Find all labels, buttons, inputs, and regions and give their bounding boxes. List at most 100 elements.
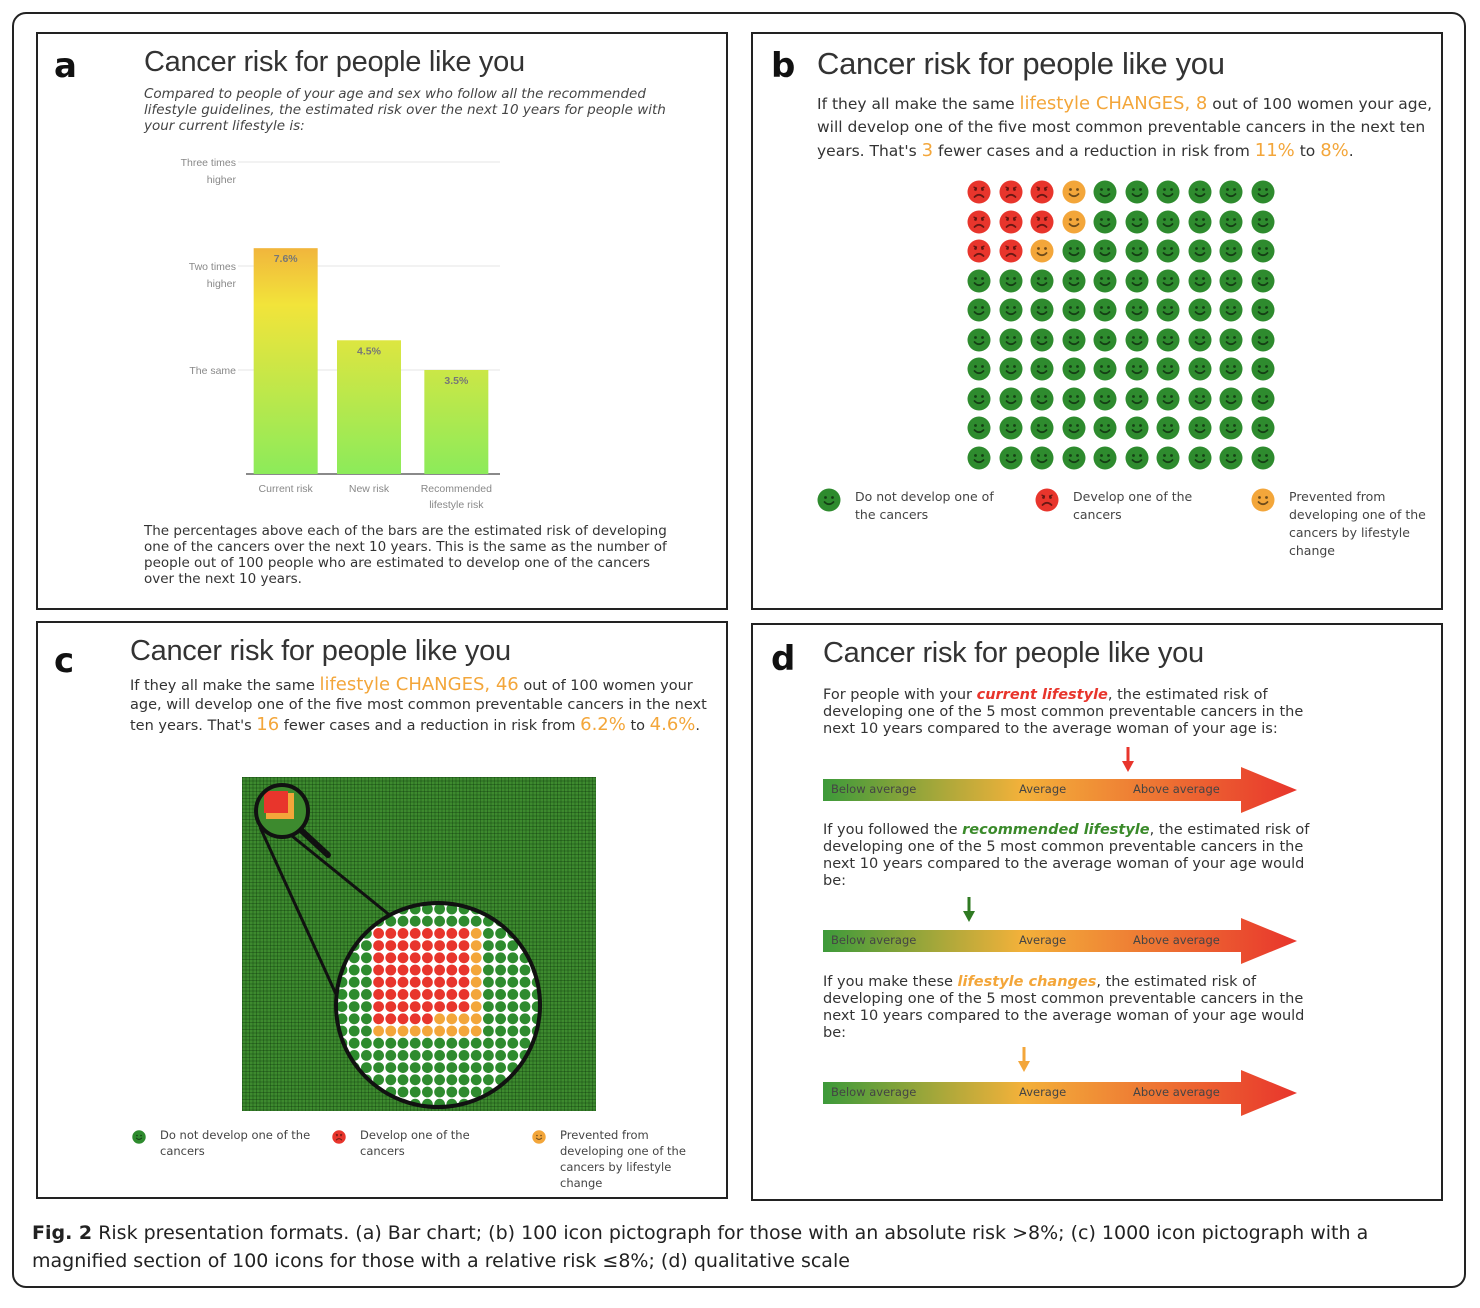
x-tick-label: lifestyle risk [429,499,484,511]
text-part: If you make these [823,974,958,990]
green-smiley-icon [1093,387,1117,411]
text-part: fewer cases and a reduction in risk from [933,142,1255,160]
red-sad-face-icon [1035,488,1059,512]
legend-label: Develop one of the cancers [360,1128,470,1158]
legend-label: Do not develop one of the cancers [160,1128,311,1158]
down-arrow-icon [963,897,976,922]
qualitative-scale-arrow: Below average Average Above average [823,1070,1297,1116]
green-smiley-icon [1219,239,1243,263]
panel-title: Cancer risk for people like you [144,46,525,78]
text-part: If they all make the same [130,678,320,694]
down-arrow-icon [1122,747,1135,772]
scale-arrow-shape [823,1070,1297,1116]
magnifier-overlay [254,783,542,1109]
green-smiley-icon [1125,239,1149,263]
red-sad-face-icon [1030,210,1054,234]
green-smiley-icon [1030,269,1054,293]
legend-item-prevented: Prevented from developing one of the can… [1251,488,1431,560]
panel-footnote: The percentages above each of the bars a… [144,523,667,587]
orange-smiley-icon [1030,239,1054,263]
green-smiley-icon [1219,357,1243,381]
label-above-average: Above average [1133,933,1220,947]
green-smiley-icon [967,269,991,293]
highlight-text: 4.6% [649,714,696,735]
label-below-average: Below average [831,1085,917,1099]
green-smiley-icon [1030,328,1054,352]
green-smiley-icon [1030,298,1054,322]
text-part: , the estimated risk of developing one o… [823,822,1310,889]
highlight-text: 3 [921,140,934,161]
magnifier-group [254,783,393,1004]
green-smiley-icon [1093,180,1117,204]
scale-arrow-svg [823,1070,1297,1116]
green-smiley-icon [1156,357,1180,381]
green-smiley-icon [132,1129,146,1144]
risk-pointer-changes [1017,1047,1031,1077]
orange-smiley-icon [1062,210,1086,234]
label-above-average: Above average [1133,782,1220,796]
legend-item-prevented: Prevented from developing one of the can… [532,1127,712,1191]
green-smiley-icon [1093,298,1117,322]
pictograph-100 [967,180,1275,470]
scale-arrow-shape [823,918,1297,964]
bar [424,370,489,474]
highlight-text: 11% [1254,140,1295,161]
green-smiley-icon [1219,328,1243,352]
green-smiley-icon [1188,416,1212,440]
highlight-text: current lifestyle [976,687,1108,703]
highlight-text: lifestyle CHANGES, 46 [319,674,519,695]
large-lens [334,901,542,1109]
green-smiley-icon [1093,328,1117,352]
scale-arrow-svg [823,918,1297,964]
green-smiley-icon [1156,180,1180,204]
green-smiley-icon [1251,239,1275,263]
green-smiley-icon [1219,269,1243,293]
text-part: . [695,718,700,734]
green-smiley-icon [1093,416,1117,440]
green-smiley-icon [1156,269,1180,293]
red-sad-face-icon [967,210,991,234]
green-smiley-icon [1251,446,1275,470]
green-smiley-icon [1188,210,1212,234]
text-part: , the estimated risk of developing one o… [823,974,1305,1041]
green-smiley-icon [999,269,1023,293]
green-smiley-icon [1156,416,1180,440]
caption-text: Risk presentation formats. (a) Bar chart… [32,1222,1369,1272]
scale-arrow-shape [823,767,1297,813]
green-smiley-icon [967,357,991,381]
green-smiley-icon [1125,298,1149,322]
green-smiley-icon [1219,298,1243,322]
orange-smiley-icon [532,1129,546,1144]
y-tick-label: higher [207,278,237,290]
green-smiley-icon [1251,298,1275,322]
highlight-text: 8% [1320,140,1349,161]
green-smiley-icon [1030,446,1054,470]
bar [337,340,401,474]
panel-description: If they all make the same lifestyle CHAN… [130,675,710,736]
cone-line [291,834,393,919]
risk-pointer-current [1121,747,1135,777]
panel-title: Cancer risk for people like you [817,46,1225,81]
green-smiley-icon [1188,446,1212,470]
green-smiley-icon [1156,210,1180,234]
red-sad-face-icon [999,180,1023,204]
green-smiley-icon [1188,357,1212,381]
magnified-section [336,903,540,1107]
green-smiley-icon [1125,269,1149,293]
green-smiley-icon [1251,357,1275,381]
green-smiley-icon [1125,328,1149,352]
panel-intro-text: Compared to people of your age and sex w… [144,86,666,134]
highlight-text: lifestyle changes [957,974,1097,990]
legend-item-cancer: Develop one of the cancers [332,1127,502,1159]
pictograph-1000 [242,777,596,1111]
legend-item-cancer: Develop one of the cancers [1035,488,1205,524]
green-smiley-icon [1062,328,1086,352]
green-smiley-icon [1156,446,1180,470]
green-smiley-icon [1062,269,1086,293]
qualitative-scale-arrow: Below average Average Above average [823,767,1297,813]
green-smiley-icon [1219,446,1243,470]
scale-description: For people with your current lifestyle, … [823,687,1323,738]
label-above-average: Above average [1133,1085,1220,1099]
panel-letter: a [54,46,77,86]
label-average: Average [1019,1085,1067,1099]
